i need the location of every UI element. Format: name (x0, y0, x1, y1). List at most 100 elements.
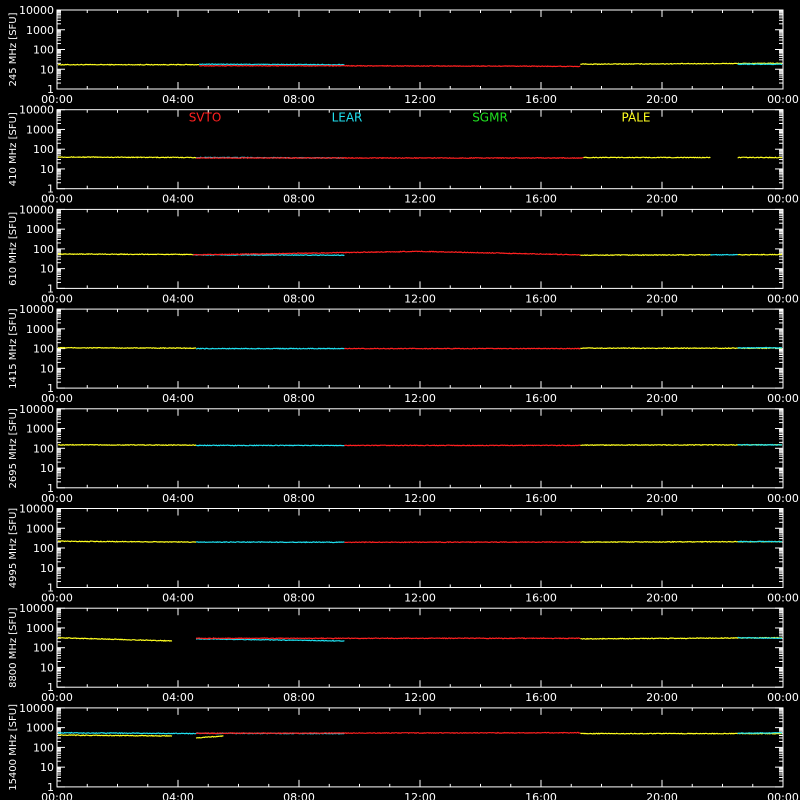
panel-data (58, 156, 782, 160)
legend-entry-svto: SVTO (189, 111, 222, 125)
x-tick-label: 00:00 (767, 292, 799, 305)
series-line-svto (195, 637, 581, 640)
y-tick-label: 10000 (19, 602, 54, 615)
x-tick-label: 04:00 (162, 492, 194, 505)
y-axis-label: 8800 MHz [SFU] (8, 607, 19, 688)
x-tick-label: 08:00 (283, 93, 315, 106)
x-tick-label: 16:00 (525, 292, 557, 305)
panel-6: 1 10 100 1000 10000 00:00 04:00 08:00 12:00 16:00… (8, 503, 799, 605)
x-tick-label: 08:00 (283, 592, 315, 605)
series-line-lear (195, 347, 345, 350)
y-tick-label: 10000 (19, 303, 54, 316)
panel-data (58, 250, 782, 257)
y-axis-label: 2695 MHz [SFU] (8, 408, 19, 489)
x-tick-label: 04:00 (162, 592, 194, 605)
y-axis-label: 4995 MHz [SFU] (8, 508, 19, 589)
series-line-pale (58, 253, 194, 256)
y-tick-label: 1 (47, 781, 54, 794)
y-axis-label: 410 MHz [SFU] (8, 112, 19, 186)
x-tick-label: 16:00 (525, 592, 557, 605)
panel-data (58, 731, 782, 739)
legend-entry-sgmr: SGMR (472, 111, 508, 125)
y-axis-label: 15400 MHz [SFU] (8, 704, 19, 791)
series-line-svto (344, 541, 581, 544)
x-tick-label: 12:00 (404, 193, 436, 206)
series-line-svto (195, 731, 581, 735)
y-tick-label: 10000 (19, 702, 54, 715)
series-line-pale (58, 346, 197, 350)
y-tick-label: 10 (40, 263, 54, 276)
series-line-svto (298, 250, 421, 255)
series-line-pale (195, 735, 224, 739)
series-line-pale (737, 253, 782, 256)
series-line-lear (737, 540, 782, 543)
y-tick-label: 10000 (19, 403, 54, 416)
series-line-svto (344, 347, 581, 350)
y-tick-label: 1000 (26, 522, 54, 535)
x-tick-label: 00:00 (41, 691, 73, 704)
series-line-pale (579, 253, 711, 257)
x-tick-label: 00:00 (41, 292, 73, 305)
y-tick-label: 10 (40, 63, 54, 76)
panel-1: 1 10 100 1000 10000 00:00 04:00 08:00 12:00 16:00… (8, 4, 799, 106)
y-tick-label: 100 (33, 143, 54, 156)
legend-entry-pale: PALE (622, 111, 651, 125)
series-line-pale (737, 156, 782, 159)
x-tick-label: 20:00 (646, 592, 678, 605)
x-tick-label: 00:00 (767, 791, 799, 800)
legend-entry-lear: LEAR (332, 111, 363, 125)
y-tick-label: 10 (40, 562, 54, 575)
x-tick-label: 04:00 (162, 691, 194, 704)
x-tick-label: 16:00 (525, 93, 557, 106)
series-line-lear (737, 346, 782, 349)
y-tick-label: 10000 (19, 203, 54, 216)
y-tick-label: 10 (40, 362, 54, 375)
series-line-pale (58, 63, 200, 66)
y-tick-label: 1 (47, 482, 54, 495)
x-tick-label: 00:00 (41, 392, 73, 405)
x-tick-label: 20:00 (646, 392, 678, 405)
y-tick-label: 100 (33, 44, 54, 57)
series-line-pale (58, 156, 197, 159)
series-line-svto (344, 64, 581, 68)
x-tick-label: 04:00 (162, 93, 194, 106)
x-tick-label: 00:00 (767, 691, 799, 704)
y-tick-label: 10000 (19, 104, 54, 117)
y-tick-label: 10000 (19, 4, 54, 17)
series-line-pale (583, 156, 711, 159)
x-tick-label: 00:00 (41, 193, 73, 206)
x-tick-label: 04:00 (162, 791, 194, 800)
x-tick-label: 16:00 (525, 392, 557, 405)
x-tick-label: 04:00 (162, 193, 194, 206)
y-tick-label: 1000 (26, 123, 54, 136)
y-tick-label: 1 (47, 582, 54, 595)
x-tick-label: 20:00 (646, 492, 678, 505)
x-tick-label: 20:00 (646, 292, 678, 305)
x-tick-label: 16:00 (525, 193, 557, 206)
y-tick-label: 10 (40, 761, 54, 774)
x-tick-label: 08:00 (283, 492, 315, 505)
series-line-svto (419, 250, 581, 256)
y-tick-label: 1 (47, 382, 54, 395)
y-tick-label: 1000 (26, 223, 54, 236)
series-line-lear (737, 731, 782, 735)
x-tick-label: 12:00 (404, 592, 436, 605)
x-tick-label: 04:00 (162, 392, 194, 405)
x-tick-label: 20:00 (646, 93, 678, 106)
y-tick-label: 1000 (26, 24, 54, 37)
y-axis-label: 610 MHz [SFU] (8, 212, 19, 286)
panel-4: 1 10 100 1000 10000 00:00 04:00 08:00 12:00 16:00… (8, 303, 799, 405)
panel-7: 1 10 100 1000 10000 00:00 04:00 08:00 12:00 16:00… (8, 602, 799, 704)
x-tick-label: 16:00 (525, 492, 557, 505)
y-tick-label: 10 (40, 163, 54, 176)
series-line-svto (192, 252, 299, 256)
x-tick-label: 20:00 (646, 691, 678, 704)
panel-data (58, 636, 782, 642)
x-tick-label: 12:00 (404, 392, 436, 405)
x-tick-label: 12:00 (404, 691, 436, 704)
series-line-lear (737, 443, 782, 446)
x-tick-label: 12:00 (404, 292, 436, 305)
y-tick-label: 1 (47, 282, 54, 295)
panel-data (58, 346, 782, 350)
series-line-svto (199, 64, 345, 67)
